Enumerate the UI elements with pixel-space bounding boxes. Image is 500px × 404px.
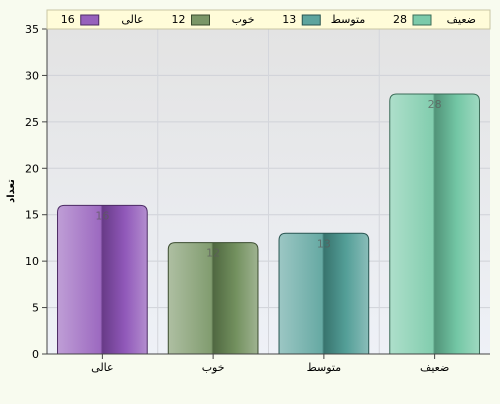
- legend-label: عالی: [121, 13, 143, 26]
- legend-swatch: [80, 14, 100, 26]
- bar-2: [167, 242, 259, 355]
- y-tick-label: 35: [25, 23, 39, 36]
- legend-label: متوسط: [331, 13, 366, 26]
- legend-value: 13: [282, 13, 296, 26]
- legend-label: ضعیف: [447, 13, 476, 26]
- x-tick-label: ضعیف: [420, 361, 449, 374]
- data-label: 16: [95, 209, 109, 222]
- y-tick-label: 25: [25, 116, 39, 129]
- data-label: 12: [206, 247, 220, 260]
- y-tick-label: 10: [25, 255, 39, 268]
- legend-label: خوب: [232, 13, 255, 26]
- y-tick-label: 30: [25, 69, 39, 82]
- legend-swatch: [412, 14, 432, 26]
- legend-value: 28: [393, 13, 407, 26]
- x-tick-label: خوب: [202, 361, 225, 374]
- x-tick-label: عالی: [91, 361, 113, 374]
- y-tick-label: 5: [32, 302, 39, 315]
- data-label: 13: [317, 237, 331, 250]
- legend-swatch: [191, 14, 210, 26]
- bar-3: [278, 232, 370, 355]
- y-tick-label: 0: [32, 348, 39, 361]
- legend-box: [46, 9, 491, 30]
- y-tick-label: 15: [25, 209, 39, 222]
- legend-value: 12: [172, 13, 186, 26]
- bar-4: [389, 93, 480, 355]
- bar-1: [57, 204, 148, 355]
- y-tick-label: 20: [25, 162, 39, 175]
- x-tick-label: متوسط: [307, 361, 342, 374]
- data-label: 28: [428, 98, 442, 111]
- legend-swatch: [301, 14, 321, 26]
- legend-value: 16: [61, 13, 75, 26]
- y-axis-label: تعداد: [6, 179, 17, 203]
